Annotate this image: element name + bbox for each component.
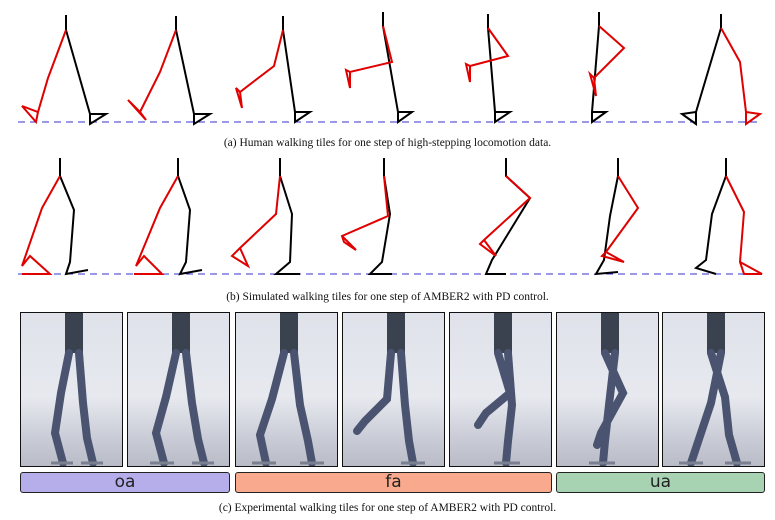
robot-photo	[20, 312, 123, 467]
stick-figure	[594, 158, 640, 276]
stick-figure	[134, 158, 203, 276]
stick-figure	[344, 12, 416, 124]
stick-figure	[693, 158, 763, 275]
robot-photo	[342, 312, 445, 467]
robot-photo	[556, 312, 659, 467]
robot-photo	[449, 312, 552, 467]
stick-figure	[230, 158, 300, 275]
robot-photo	[662, 312, 765, 467]
simulated-walking-tiles	[18, 158, 763, 276]
caption-c: (c) Experimental walking tiles for one s…	[218, 502, 557, 514]
phase-label-oa: oa	[20, 472, 230, 493]
stick-figure	[21, 15, 110, 126]
phase-label-fa: fa	[235, 472, 552, 493]
stick-figure	[679, 14, 763, 126]
stick-figure	[127, 16, 214, 126]
caption-b: (b) Simulated walking tiles for one step…	[226, 291, 549, 303]
stick-figure	[478, 158, 532, 275]
robot-photo	[235, 312, 338, 467]
stick-figure	[21, 158, 89, 276]
human-walking-tiles	[18, 12, 763, 126]
stick-figure	[588, 12, 626, 124]
stick-figure	[464, 14, 514, 124]
phase-label-ua: ua	[556, 472, 765, 493]
caption-a: (a) Human walking tiles for one step of …	[223, 137, 552, 149]
stick-figure	[340, 158, 392, 275]
robot-photo	[127, 312, 230, 467]
stick-figure	[235, 16, 314, 124]
